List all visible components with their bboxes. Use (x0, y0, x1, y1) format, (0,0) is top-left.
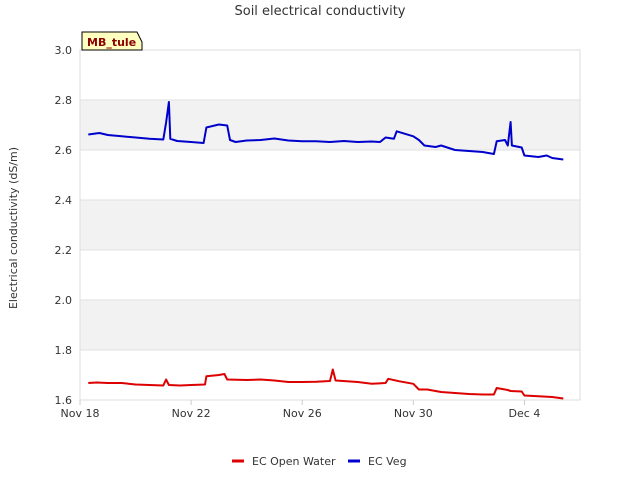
x-tick-label: Dec 4 (509, 407, 541, 420)
legend-label: EC Veg (368, 455, 407, 468)
y-tick-label: 2.6 (55, 144, 73, 157)
series-line-veg (88, 101, 564, 161)
x-tick-label: Nov 18 (61, 407, 100, 420)
y-tick-label: 2.4 (55, 194, 73, 207)
x-tick-label: Nov 26 (283, 407, 322, 420)
y-tick-label: 2.0 (55, 294, 73, 307)
grid-band (80, 300, 580, 350)
y-tick-label: 3.0 (55, 44, 73, 57)
x-tick-label: Nov 22 (172, 407, 211, 420)
site-badge: MB_tule (81, 31, 143, 51)
series-line-open-water (88, 368, 564, 400)
y-tick-label: 2.2 (55, 244, 73, 257)
x-tick-label: Nov 30 (394, 407, 433, 420)
site-badge-label: MB_tule (87, 36, 136, 49)
chart-title: Soil electrical conductivity (234, 4, 405, 19)
y-tick-label: 1.6 (55, 394, 73, 407)
plot-area: 1.6 1.8 2.0 2.2 2.4 2.6 2.8 3.0 Nov 18 Nov 22 Nov … (55, 31, 581, 420)
legend-label: EC Open Water (252, 455, 336, 468)
y-tick-label: 1.8 (55, 344, 73, 357)
plot-border (79, 49, 581, 401)
grid-band (80, 200, 580, 250)
y-axis-label: Electrical conductivity (dS/m) (7, 147, 20, 309)
site-badge-box (81, 31, 143, 51)
legend: EC Open Water EC Veg (232, 455, 407, 468)
y-tick-label: 2.8 (55, 94, 73, 107)
